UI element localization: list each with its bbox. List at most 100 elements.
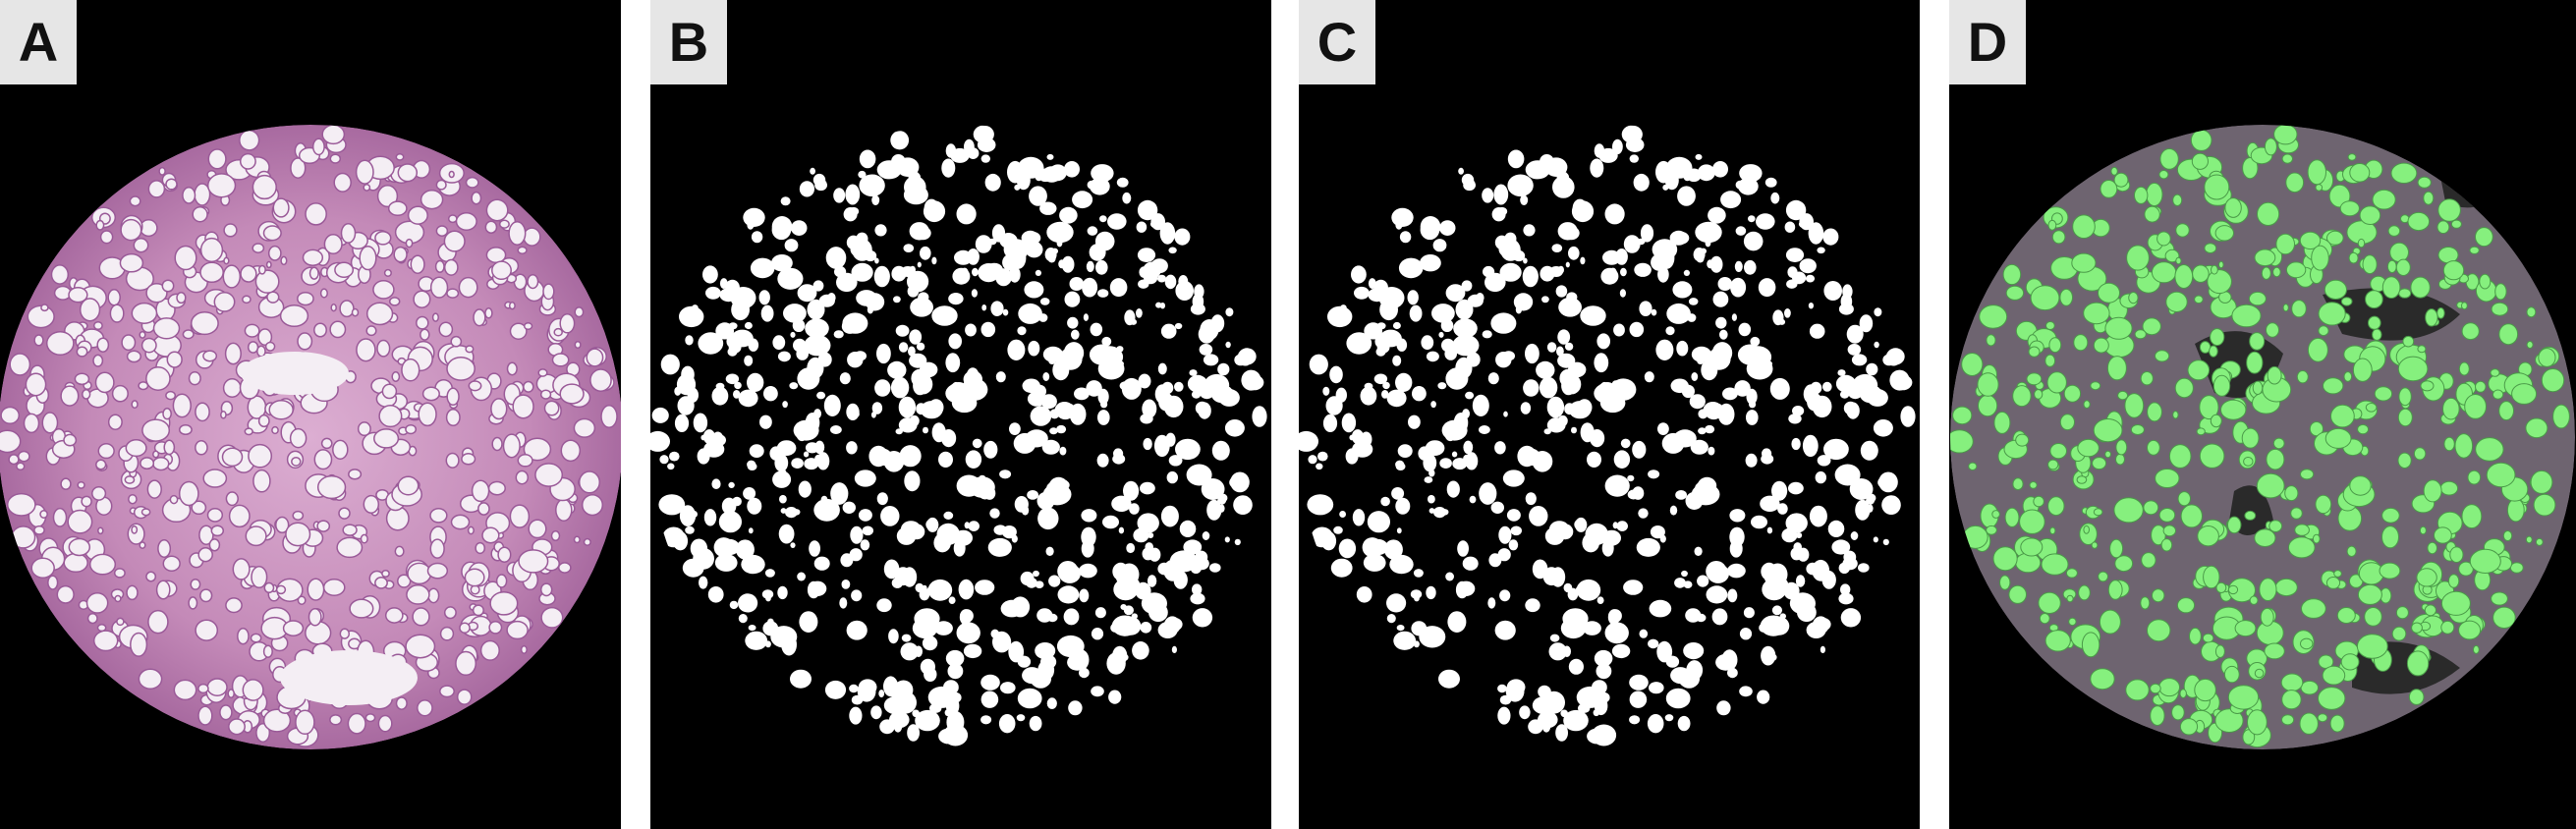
blob xyxy=(282,620,305,636)
blob xyxy=(980,674,1000,691)
blob xyxy=(1041,439,1060,455)
blob xyxy=(316,474,347,500)
blob xyxy=(1952,406,1973,425)
blob xyxy=(2227,685,2260,710)
blob xyxy=(2318,687,2346,710)
blob xyxy=(1395,497,1411,515)
blob xyxy=(1590,429,1605,448)
blob xyxy=(2197,525,2219,547)
blob xyxy=(1451,451,1458,458)
blob xyxy=(1764,569,1783,586)
blob xyxy=(1727,563,1746,579)
blob xyxy=(2113,497,2144,524)
blob xyxy=(1445,284,1466,303)
blob xyxy=(2357,583,2382,605)
blob xyxy=(2381,276,2401,300)
blob xyxy=(484,307,493,319)
blob xyxy=(1649,682,1664,694)
blob xyxy=(1792,271,1807,285)
blob xyxy=(2008,584,2027,604)
blob xyxy=(1420,220,1440,241)
blob xyxy=(849,706,863,725)
blob xyxy=(297,332,313,351)
blob xyxy=(152,317,181,340)
blob xyxy=(407,205,428,225)
blob xyxy=(95,219,105,231)
blob xyxy=(109,304,125,323)
blob xyxy=(23,413,40,434)
blob xyxy=(1164,274,1177,290)
blob xyxy=(830,482,849,505)
blob xyxy=(1655,339,1674,360)
blob xyxy=(1169,550,1198,573)
blob xyxy=(714,553,738,572)
blob xyxy=(1494,441,1506,455)
blob xyxy=(1694,546,1703,556)
blob xyxy=(199,588,213,603)
blob xyxy=(1431,304,1455,323)
blob xyxy=(2242,157,2259,180)
blob xyxy=(1757,690,1770,704)
blob xyxy=(1670,667,1691,685)
blob xyxy=(2063,384,2082,403)
blob xyxy=(812,280,824,292)
blob xyxy=(1163,395,1184,418)
blob xyxy=(2328,184,2351,208)
blob xyxy=(515,470,530,485)
blob xyxy=(871,194,880,205)
blob xyxy=(2324,279,2347,300)
blob xyxy=(830,425,842,434)
blob xyxy=(92,320,103,331)
blob xyxy=(348,469,363,480)
blob xyxy=(893,721,903,733)
blob xyxy=(1498,525,1512,544)
blob xyxy=(738,614,748,624)
blob xyxy=(2192,264,2210,283)
blob xyxy=(1148,547,1161,562)
blob xyxy=(351,307,360,317)
blob xyxy=(771,254,793,272)
blob xyxy=(874,379,891,397)
blob xyxy=(405,634,436,659)
blob xyxy=(1840,608,1862,628)
blob xyxy=(1107,213,1127,230)
blob xyxy=(1751,515,1767,529)
blob xyxy=(1648,638,1659,649)
blob xyxy=(741,554,765,575)
blob xyxy=(1309,354,1328,375)
blob xyxy=(1831,539,1851,555)
blob xyxy=(1097,289,1109,298)
blob xyxy=(2242,729,2256,746)
blob xyxy=(1091,686,1104,697)
blob xyxy=(1445,367,1469,390)
blob xyxy=(1681,570,1688,578)
blob xyxy=(2104,450,2112,459)
blob xyxy=(1532,559,1548,580)
blob xyxy=(1712,291,1729,307)
blob xyxy=(475,541,486,555)
blob xyxy=(2340,297,2353,306)
blob xyxy=(45,330,75,357)
blob xyxy=(1738,322,1752,337)
blob xyxy=(559,383,585,405)
blob xyxy=(1557,265,1564,274)
blob xyxy=(2357,238,2366,249)
blob xyxy=(1099,215,1107,223)
blob xyxy=(1087,180,1096,190)
blob xyxy=(2128,292,2139,304)
blob xyxy=(1613,323,1625,337)
blob xyxy=(747,220,755,230)
blob xyxy=(2045,321,2055,330)
blob xyxy=(698,332,724,355)
blob xyxy=(1839,390,1850,399)
blob xyxy=(497,546,512,563)
blob xyxy=(1017,156,1044,179)
blob xyxy=(2364,607,2382,627)
blob xyxy=(262,225,282,242)
blob xyxy=(719,538,740,556)
blob xyxy=(63,433,78,447)
blob xyxy=(1672,281,1693,299)
blob xyxy=(780,508,787,514)
blob xyxy=(2002,263,2022,286)
blob xyxy=(550,529,561,542)
